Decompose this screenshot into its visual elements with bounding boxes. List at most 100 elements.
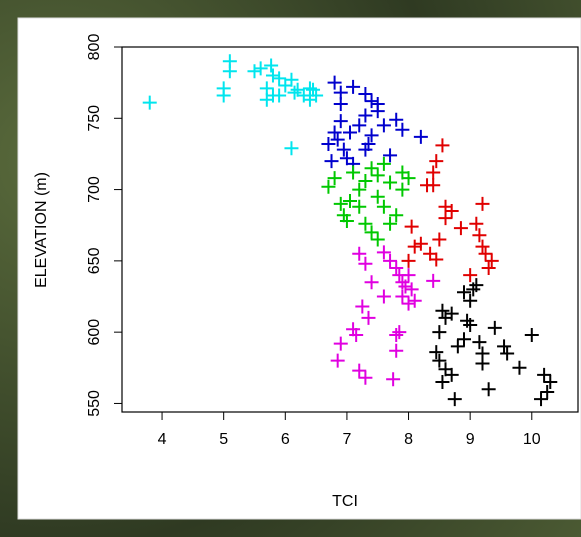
point bbox=[333, 114, 348, 129]
point bbox=[324, 154, 339, 169]
y-tick-label: 750 bbox=[86, 105, 103, 132]
point bbox=[346, 79, 361, 94]
point bbox=[358, 370, 373, 385]
x-tick-label: 4 bbox=[158, 431, 167, 448]
point bbox=[407, 293, 422, 308]
point bbox=[500, 346, 515, 361]
point bbox=[386, 372, 401, 387]
point bbox=[457, 285, 471, 300]
point bbox=[247, 64, 262, 79]
point bbox=[358, 256, 373, 271]
point bbox=[383, 216, 398, 231]
point bbox=[484, 253, 499, 268]
point bbox=[534, 392, 549, 407]
point bbox=[278, 78, 293, 93]
point bbox=[142, 95, 157, 110]
point bbox=[284, 72, 299, 87]
point bbox=[401, 268, 416, 283]
point bbox=[429, 252, 444, 267]
y-tick-label: 550 bbox=[86, 390, 103, 417]
point bbox=[429, 154, 444, 169]
point bbox=[444, 367, 459, 382]
point bbox=[358, 87, 373, 102]
point bbox=[364, 94, 379, 109]
point bbox=[435, 138, 450, 153]
point bbox=[413, 129, 428, 144]
point bbox=[370, 168, 385, 183]
point bbox=[339, 151, 354, 166]
point bbox=[469, 216, 484, 231]
point bbox=[383, 253, 398, 268]
point bbox=[463, 268, 478, 283]
y-tick-label: 800 bbox=[86, 34, 103, 61]
point bbox=[432, 353, 447, 368]
point bbox=[447, 392, 462, 407]
point bbox=[349, 328, 364, 343]
point bbox=[352, 182, 367, 197]
point bbox=[253, 61, 268, 76]
point bbox=[216, 88, 231, 103]
point bbox=[265, 68, 280, 83]
point bbox=[343, 193, 357, 208]
point bbox=[404, 219, 419, 234]
point bbox=[392, 325, 407, 340]
point bbox=[438, 211, 453, 226]
point bbox=[401, 253, 416, 268]
plot-box bbox=[121, 46, 579, 413]
point bbox=[361, 310, 376, 325]
point bbox=[435, 303, 450, 318]
point bbox=[383, 148, 398, 163]
point bbox=[537, 367, 552, 382]
point bbox=[426, 178, 441, 193]
point bbox=[376, 199, 391, 214]
point bbox=[453, 221, 468, 236]
point bbox=[364, 128, 379, 143]
point bbox=[383, 175, 398, 190]
point bbox=[472, 228, 487, 243]
point bbox=[395, 182, 410, 197]
point bbox=[336, 142, 351, 157]
point bbox=[389, 343, 404, 358]
point bbox=[306, 82, 321, 97]
point bbox=[444, 203, 459, 218]
point bbox=[543, 375, 558, 390]
y-axis-label: ELEVATION (m) bbox=[33, 172, 50, 288]
point bbox=[429, 345, 444, 360]
point bbox=[327, 171, 342, 186]
point bbox=[364, 161, 379, 176]
point bbox=[333, 97, 348, 112]
point bbox=[497, 339, 512, 354]
point bbox=[333, 336, 348, 351]
point bbox=[330, 132, 345, 147]
x-tick-label: 7 bbox=[342, 431, 351, 448]
point bbox=[222, 64, 237, 79]
x-tick-label: 9 bbox=[466, 431, 475, 448]
point bbox=[370, 104, 385, 119]
point bbox=[352, 246, 367, 261]
point bbox=[376, 118, 391, 133]
point bbox=[444, 306, 459, 321]
point bbox=[352, 118, 367, 133]
point bbox=[524, 328, 539, 343]
x-tick-label: 8 bbox=[404, 431, 413, 448]
point bbox=[389, 328, 404, 343]
point bbox=[478, 246, 493, 261]
point bbox=[346, 322, 361, 337]
point bbox=[426, 165, 441, 180]
point bbox=[358, 142, 373, 157]
point bbox=[364, 275, 379, 290]
point bbox=[432, 325, 447, 340]
point bbox=[321, 179, 336, 194]
point bbox=[370, 189, 385, 204]
point bbox=[435, 375, 450, 390]
x-tick-label: 6 bbox=[281, 431, 290, 448]
point bbox=[463, 318, 478, 333]
point bbox=[475, 356, 490, 371]
point bbox=[333, 196, 348, 211]
point bbox=[395, 122, 410, 137]
point bbox=[401, 296, 416, 311]
point bbox=[426, 273, 441, 288]
point bbox=[343, 125, 357, 140]
point bbox=[327, 75, 342, 90]
y-tick-label: 700 bbox=[86, 176, 103, 203]
